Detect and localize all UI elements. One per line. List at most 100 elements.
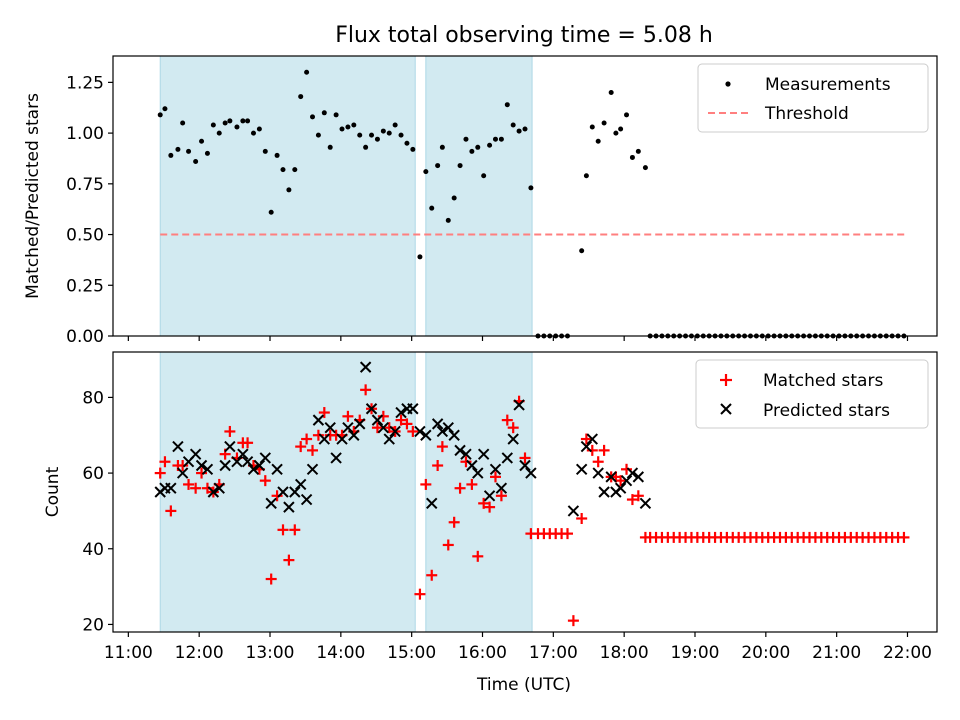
matched-star-point bbox=[383, 422, 395, 434]
predicted-star-point bbox=[371, 414, 384, 426]
measurement-point bbox=[398, 132, 404, 138]
measurement-point bbox=[204, 150, 210, 156]
matched-star-point bbox=[478, 497, 490, 509]
predicted-star-point bbox=[300, 493, 313, 506]
predicted-star-point bbox=[271, 463, 283, 476]
measurement-point bbox=[392, 122, 398, 128]
predicted-star-point bbox=[639, 497, 652, 510]
matched-star-point bbox=[460, 456, 472, 468]
measurement-point bbox=[445, 217, 451, 223]
matched-star-point bbox=[580, 433, 592, 445]
observing-interval-band bbox=[159, 55, 416, 337]
predicted-star-point bbox=[231, 456, 243, 468]
measurement-point bbox=[457, 163, 463, 169]
measurement-point bbox=[583, 173, 589, 179]
matched-star-point bbox=[271, 490, 283, 502]
measurement-point bbox=[635, 148, 641, 154]
measurement-point bbox=[510, 122, 516, 128]
predicted-star-point bbox=[219, 459, 231, 472]
predicted-star-point bbox=[336, 433, 348, 445]
matched-star-point bbox=[371, 422, 383, 434]
measurement-point bbox=[522, 126, 528, 132]
matched-star-point bbox=[183, 478, 195, 490]
predicted-star-point bbox=[283, 501, 295, 513]
predicted-star-point bbox=[454, 444, 466, 457]
measurement-point bbox=[199, 138, 205, 144]
measurement-point bbox=[193, 159, 199, 165]
measurement-point bbox=[423, 169, 429, 175]
matched-star-point bbox=[307, 444, 319, 456]
predicted-star-point bbox=[472, 467, 484, 479]
measurement-point bbox=[274, 152, 280, 158]
x-tick-label: 22:00 bbox=[883, 643, 932, 663]
predicted-star-point bbox=[365, 403, 378, 415]
matched-star-point bbox=[436, 441, 448, 453]
predicted-star-point bbox=[466, 459, 478, 472]
predicted-star-point bbox=[172, 440, 184, 453]
legend-matched-label: Matched stars bbox=[763, 371, 883, 391]
matched-star-point bbox=[442, 539, 454, 551]
predicted-star-point bbox=[289, 486, 301, 498]
measurement-point bbox=[469, 148, 475, 154]
measurement-point bbox=[451, 195, 457, 201]
predicted-star-point bbox=[580, 440, 593, 453]
matched-star-point bbox=[576, 512, 588, 524]
predicted-star-point bbox=[354, 418, 366, 430]
measurement-point bbox=[618, 126, 624, 132]
matched-star-point bbox=[407, 425, 419, 437]
predicted-star-point bbox=[626, 467, 639, 479]
measurement-point bbox=[589, 124, 595, 130]
legend-measurements-label: Measurements bbox=[765, 75, 891, 95]
x-tick-label: 15:00 bbox=[387, 643, 436, 663]
measurement-point bbox=[498, 136, 504, 142]
predicted-star-point bbox=[189, 448, 202, 460]
x-axis-label: Time (UTC) bbox=[476, 675, 571, 695]
predicted-star-point bbox=[342, 421, 354, 434]
chart-title: Flux total observing time = 5.08 h bbox=[335, 23, 713, 48]
predicted-star-point bbox=[247, 463, 260, 476]
legend-predicted-label: Predicted stars bbox=[763, 401, 890, 421]
measurement-point bbox=[345, 124, 351, 130]
predicted-star-point bbox=[519, 459, 531, 472]
measurement-point bbox=[435, 163, 441, 169]
predicted-star-point bbox=[224, 440, 236, 453]
matched-star-point bbox=[454, 482, 466, 494]
predicted-star-point bbox=[442, 421, 454, 434]
measurement-point bbox=[386, 130, 392, 136]
top-y-tick-label: 0.00 bbox=[66, 327, 104, 347]
matched-star-point bbox=[395, 414, 407, 426]
predicted-star-point bbox=[207, 486, 220, 498]
measurement-point bbox=[410, 146, 416, 152]
bottom-y-axis-label: Count bbox=[43, 466, 63, 517]
predicted-star-point bbox=[306, 463, 319, 476]
matched-star-point bbox=[177, 460, 189, 472]
measurement-point bbox=[339, 126, 345, 132]
measurement-point bbox=[310, 114, 316, 120]
matched-star-point bbox=[466, 478, 478, 490]
predicted-star-point bbox=[567, 505, 580, 517]
predicted-star-point bbox=[294, 478, 307, 491]
matched-star-point bbox=[190, 482, 202, 494]
matched-star-point bbox=[414, 588, 426, 600]
measurement-point bbox=[595, 138, 601, 144]
measurement-point bbox=[579, 248, 585, 254]
matched-star-point bbox=[561, 528, 573, 540]
measurement-point bbox=[292, 167, 298, 173]
measurement-point bbox=[321, 110, 327, 116]
predicted-star-point bbox=[501, 452, 513, 464]
matched-star-point bbox=[489, 471, 501, 483]
measurement-point bbox=[492, 136, 498, 142]
x-tick-label: 11:00 bbox=[104, 643, 153, 663]
measurement-point bbox=[268, 209, 274, 215]
measurement-point bbox=[327, 144, 333, 150]
measurement-point bbox=[262, 148, 268, 154]
measurement-point bbox=[240, 118, 246, 124]
predicted-star-point bbox=[277, 486, 289, 498]
measurement-point bbox=[250, 130, 256, 136]
matched-star-point bbox=[360, 384, 372, 396]
predicted-star-point bbox=[460, 448, 472, 460]
predicted-star-point bbox=[359, 361, 372, 373]
measurement-point bbox=[333, 112, 339, 118]
predicted-star-point bbox=[426, 497, 438, 510]
matched-star-point bbox=[432, 460, 444, 472]
